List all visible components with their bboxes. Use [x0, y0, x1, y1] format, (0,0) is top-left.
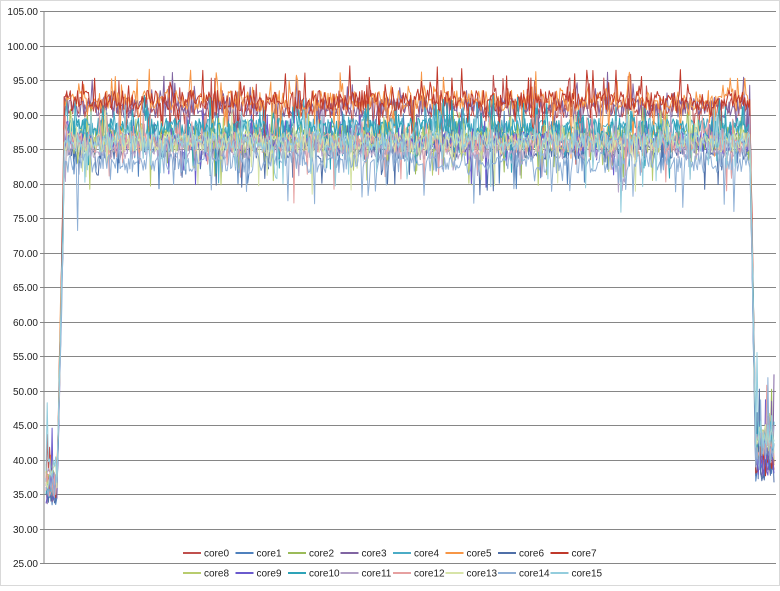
legend-label-core8: core8	[204, 569, 229, 580]
y-tick-label: 25.00	[13, 559, 38, 570]
y-tick-label: 85.00	[13, 145, 38, 156]
y-tick-label: 35.00	[13, 490, 38, 501]
legend-label-core7: core7	[572, 549, 597, 560]
y-tick-label: 40.00	[13, 456, 38, 467]
y-axis: 25.00 30.00 35.00 40.00 45.00 50.00 55.00 60.00…	[7, 7, 45, 570]
y-tick-label: 95.00	[13, 76, 38, 87]
legend-label-core6: core6	[519, 549, 544, 560]
y-tick-label: 65.00	[13, 283, 38, 294]
y-tick-label: 45.00	[13, 421, 38, 432]
y-tick-label: 60.00	[13, 318, 38, 329]
legend-label-core14: core14	[519, 569, 550, 580]
y-tick-label: 100.00	[7, 42, 38, 53]
y-tick-label: 75.00	[13, 214, 38, 225]
legend-label-core12: core12	[414, 569, 445, 580]
legend-label-core1: core1	[257, 549, 282, 560]
legend-label-core4: core4	[414, 549, 439, 560]
legend-label-core15: core15	[572, 569, 603, 580]
legend-label-core9: core9	[257, 569, 282, 580]
y-tick-label: 70.00	[13, 249, 38, 260]
legend-label-core0: core0	[204, 549, 229, 560]
legend-label-core2: core2	[309, 549, 334, 560]
y-tick-label: 90.00	[13, 111, 38, 122]
y-tick-label: 50.00	[13, 387, 38, 398]
legend-label-core5: core5	[467, 549, 492, 560]
series-line-core14	[45, 129, 775, 498]
y-tick-label: 105.00	[7, 7, 38, 18]
series-line-core10	[45, 94, 775, 497]
y-tick-label: 30.00	[13, 525, 38, 536]
y-tick-label: 80.00	[13, 180, 38, 191]
legend-label-core3: core3	[362, 549, 387, 560]
legend-label-core13: core13	[467, 569, 498, 580]
y-tick-label: 55.00	[13, 352, 38, 363]
legend: core0 core1 core2 core3 core4 core5 core6 core7…	[183, 549, 603, 580]
legend-label-core10: core10	[309, 569, 340, 580]
series-lines	[45, 65, 775, 506]
series-line-core13	[45, 109, 775, 490]
series-line-core15	[45, 104, 775, 483]
legend-label-core11: core11	[362, 569, 392, 580]
series-line-core7	[45, 65, 775, 498]
